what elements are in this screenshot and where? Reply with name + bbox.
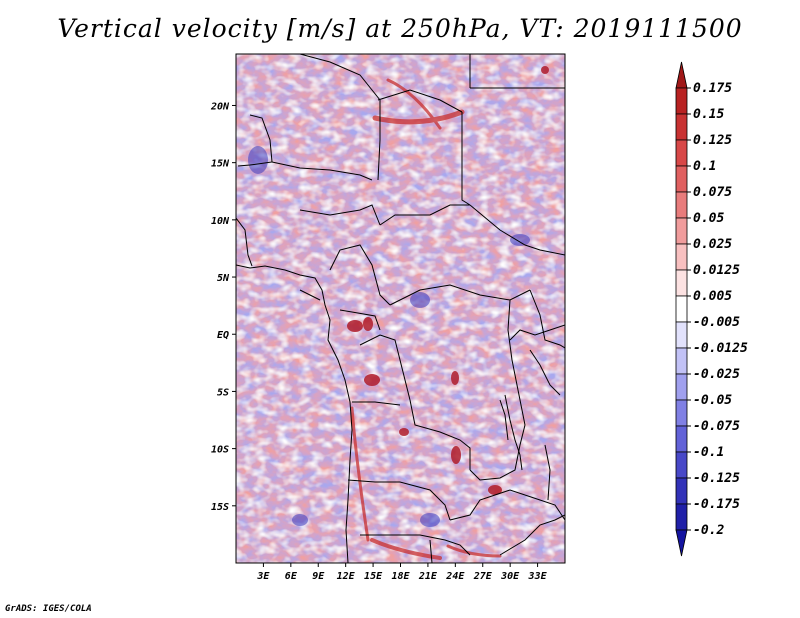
y-tick-label: EQ (217, 330, 229, 341)
colorbar-box (675, 87, 688, 115)
country-borders (236, 54, 565, 563)
colorbar-box (675, 373, 688, 401)
colorbar-label: 0.125 (693, 133, 732, 148)
y-tick-label: 10N (211, 216, 230, 227)
colorbar-box (675, 399, 688, 427)
x-tick-label: 30E (500, 571, 520, 582)
colorbar-box (675, 165, 688, 193)
colorbar-label: -0.2 (693, 523, 724, 538)
x-tick-label: 3E (256, 571, 270, 582)
axis-ticks (232, 104, 539, 567)
map-title: Vertical velocity [m/s] at 250hPa, VT: 2… (57, 14, 743, 43)
colorbar-box (675, 425, 688, 453)
colorbar-box (675, 61, 688, 89)
colorbar-label: -0.005 (693, 315, 740, 330)
colorbar-label: -0.125 (693, 471, 740, 486)
x-tick-label: 33E (528, 571, 548, 582)
x-tick-label: 21E (418, 571, 438, 582)
x-tick-label: 15E (364, 571, 383, 582)
colorbar-label: 0.175 (693, 81, 732, 96)
x-tick-label: 24E (445, 571, 465, 582)
colorbar-label: 0.05 (693, 211, 724, 226)
colorbar-label: -0.025 (693, 367, 740, 382)
colorbar-box (675, 529, 688, 557)
x-tick-label: 18E (391, 571, 410, 582)
y-tick-label: 10S (211, 445, 229, 456)
x-axis-labels: 3E 6E 9E 12E 15E 18E 21E 24E 27E 30E 33E (256, 571, 547, 582)
colorbar-label: -0.0125 (693, 341, 748, 356)
y-axis-labels: 20N 15N 10N 5N EQ 5S 10S 15S (210, 101, 230, 512)
colorbar-box (675, 139, 688, 167)
colorbar-box (675, 321, 688, 349)
x-tick-label: 9E (312, 571, 325, 582)
velocity-field (236, 54, 565, 563)
y-tick-label: 20N (210, 101, 230, 112)
colorbar-label: -0.05 (693, 393, 732, 408)
colorbar-box (675, 269, 688, 297)
y-tick-label: 5N (217, 273, 230, 284)
y-tick-label: 5S (217, 387, 229, 398)
colorbar-box (675, 503, 688, 531)
colorbar-label: 0.15 (693, 107, 724, 122)
colorbar-box (675, 347, 688, 375)
colorbar-label: -0.075 (693, 419, 740, 434)
colorbar-label: 0.005 (693, 289, 732, 304)
colorbar-box (675, 451, 688, 479)
colorbar-box (675, 217, 688, 245)
colorbar-label: 0.0125 (693, 263, 740, 278)
colorbar-box (675, 191, 688, 219)
colorbar-label: 0.025 (693, 237, 732, 252)
colorbar-label: -0.1 (693, 445, 724, 460)
colorbar-box (675, 243, 688, 271)
x-tick-label: 12E (337, 571, 356, 582)
colorbar-label: 0.075 (693, 185, 732, 200)
colorbar-label: 0.1 (693, 159, 716, 174)
colorbar-box (675, 113, 688, 141)
grads-credit: GrADS: IGES/COLA (5, 604, 92, 614)
x-tick-label: 6E (285, 571, 298, 582)
colorbar-boxes (675, 61, 688, 557)
y-tick-label: 15S (211, 502, 229, 513)
colorbar-labels: 0.175 0.15 0.125 0.1 0.075 0.05 0.025 0.0125 0.0… (687, 81, 748, 538)
colorbar-label: -0.175 (693, 497, 740, 512)
y-tick-label: 15N (211, 159, 230, 170)
x-tick-label: 27E (473, 571, 493, 582)
colorbar-box (675, 477, 688, 505)
colorbar-box (675, 295, 688, 323)
